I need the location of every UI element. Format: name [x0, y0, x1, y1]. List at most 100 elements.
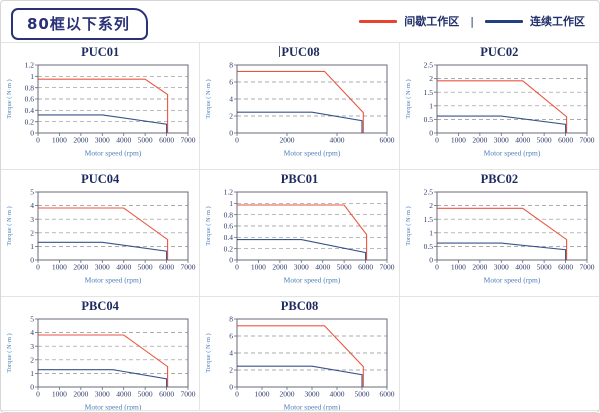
- svg-text:0: 0: [229, 383, 233, 392]
- plot-area: [37, 318, 189, 388]
- intermittent-zone-curve: [236, 325, 364, 387]
- x-axis-label: Motor speed (rpm): [483, 149, 540, 158]
- svg-text:6000: 6000: [159, 136, 174, 145]
- chart-title-pbc08[interactable]: PBC08: [280, 299, 319, 313]
- svg-text:4000: 4000: [315, 263, 330, 272]
- svg-text:6000: 6000: [159, 263, 174, 272]
- y-tick-labels: 0 1 2 3 4 5: [30, 315, 38, 392]
- svg-text:2: 2: [30, 228, 34, 237]
- svg-text:0.6: 0.6: [224, 222, 234, 231]
- svg-text:1.5: 1.5: [423, 215, 433, 224]
- chart-title-puc01[interactable]: PUC01: [81, 45, 120, 59]
- svg-text:2000: 2000: [279, 390, 294, 399]
- svg-text:1.5: 1.5: [423, 88, 433, 97]
- svg-text:0.2: 0.2: [224, 244, 234, 253]
- svg-text:0.8: 0.8: [224, 210, 234, 219]
- svg-text:0: 0: [429, 256, 433, 265]
- svg-text:1000: 1000: [451, 136, 466, 145]
- svg-text:7000: 7000: [579, 263, 594, 272]
- svg-text:2: 2: [229, 112, 233, 121]
- intermittent-zone-curve: [37, 334, 168, 387]
- x-tick-labels: 0 1000 2000 3000 4000 5000 6000: [235, 387, 395, 399]
- svg-text:4: 4: [30, 328, 34, 337]
- svg-text:0: 0: [435, 136, 439, 145]
- svg-text:6000: 6000: [558, 263, 573, 272]
- continuous-zone-curve: [37, 369, 167, 387]
- legend: 间歇工作区 | 连续工作区: [359, 13, 585, 29]
- svg-text:1.2: 1.2: [24, 61, 34, 70]
- gridlines: [436, 78, 587, 120]
- y-axis-label: Torque ( N·m ): [405, 206, 412, 245]
- continuous-zone-label: 连续工作区: [530, 15, 585, 28]
- intermittent-zone-curve: [436, 80, 567, 133]
- chart-title-pbc02[interactable]: PBC02: [480, 172, 519, 186]
- svg-text:2: 2: [30, 355, 34, 364]
- svg-text:5000: 5000: [137, 136, 152, 145]
- y-axis-label: Torque ( N·m ): [205, 206, 212, 245]
- svg-text:1000: 1000: [52, 390, 67, 399]
- svg-text:1: 1: [30, 369, 34, 378]
- svg-text:0: 0: [36, 136, 40, 145]
- gridlines: [37, 75, 188, 123]
- intermittent-zone-curve: [236, 70, 364, 133]
- chart-title-puc04[interactable]: PUC04: [81, 172, 120, 186]
- svg-text:2000: 2000: [73, 263, 88, 272]
- y-tick-labels: 0 2 4 6 8: [229, 61, 237, 138]
- intermittent-zone-label: 间歇工作区: [404, 15, 460, 28]
- chart-canvas: 0 0.2 0.4 0.6 0.8 1 1.2 0 1000 2000 3000 4000 5000 60…: [6, 61, 196, 158]
- intermittent-zone-curve: [436, 207, 567, 260]
- continuous-zone-curve: [236, 111, 363, 133]
- chart-title-pbc04[interactable]: PBC04: [81, 299, 119, 313]
- svg-text:0.8: 0.8: [24, 83, 34, 92]
- chart-title-puc08[interactable]: PUC08: [279, 45, 320, 59]
- svg-text:7000: 7000: [180, 136, 195, 145]
- plot-area: [37, 191, 189, 261]
- svg-text:0.6: 0.6: [24, 95, 34, 104]
- x-axis-label: Motor speed (rpm): [284, 403, 341, 412]
- svg-text:3000: 3000: [494, 263, 509, 272]
- svg-text:0: 0: [30, 129, 34, 138]
- svg-text:0: 0: [36, 263, 40, 272]
- legend-separator: |: [470, 14, 474, 28]
- svg-text:2000: 2000: [472, 136, 487, 145]
- continuous-zone-curve: [37, 114, 167, 133]
- charts-grid: PUC01 0 0.2 0.4 0.6 0.8 1 1.2 0 1000 2000 3000 4000 5…: [1, 42, 599, 411]
- y-axis-label: Torque ( N·m ): [6, 206, 13, 245]
- svg-text:6000: 6000: [358, 263, 373, 272]
- intermittent-zone-line-swatch: [359, 19, 398, 23]
- svg-text:0: 0: [30, 383, 34, 392]
- svg-text:1000: 1000: [52, 136, 67, 145]
- chart-canvas: 0 1 2 3 4 5 0 1000 2000 3000 4000 5000 6000 7000 Torqu…: [6, 315, 196, 410]
- svg-text:0.4: 0.4: [224, 233, 234, 242]
- svg-text:3000: 3000: [94, 136, 109, 145]
- chart-canvas: 0 0.5 1 1.5 2 2.5 0 1000 2000 3000 4000 5000 6000 700…: [405, 61, 595, 158]
- x-axis-label: Motor speed (rpm): [284, 276, 341, 285]
- plot-area: [436, 64, 588, 134]
- continuous-zone-curve: [436, 115, 566, 133]
- gridlines: [37, 332, 188, 374]
- svg-text:0: 0: [229, 129, 233, 138]
- svg-text:1000: 1000: [251, 263, 266, 272]
- svg-text:5000: 5000: [137, 390, 152, 399]
- svg-text:6000: 6000: [379, 390, 394, 399]
- svg-text:7000: 7000: [379, 263, 394, 272]
- svg-text:3: 3: [30, 215, 34, 224]
- svg-text:5000: 5000: [337, 263, 352, 272]
- svg-text:0.4: 0.4: [24, 106, 34, 115]
- svg-text:3000: 3000: [494, 136, 509, 145]
- svg-text:0: 0: [435, 263, 439, 272]
- plot-area: [436, 191, 588, 261]
- svg-text:6000: 6000: [379, 136, 394, 145]
- x-tick-labels: 0 1000 2000 3000 4000 5000 6000 7000: [36, 133, 195, 145]
- chart-title-puc02[interactable]: PUC02: [480, 45, 519, 59]
- svg-text:1: 1: [30, 242, 34, 251]
- empty-cell: [399, 297, 599, 411]
- gridlines: [37, 205, 188, 247]
- svg-text:3000: 3000: [304, 390, 319, 399]
- chart-title-pbc01[interactable]: PBC01: [280, 172, 319, 186]
- x-tick-labels: 0 1000 2000 3000 4000 5000 6000 7000: [435, 133, 595, 145]
- continuous-zone-line-swatch: [485, 19, 523, 23]
- svg-text:5000: 5000: [354, 390, 369, 399]
- y-axis-label: Torque ( N·m ): [405, 79, 412, 118]
- svg-text:2: 2: [229, 366, 233, 375]
